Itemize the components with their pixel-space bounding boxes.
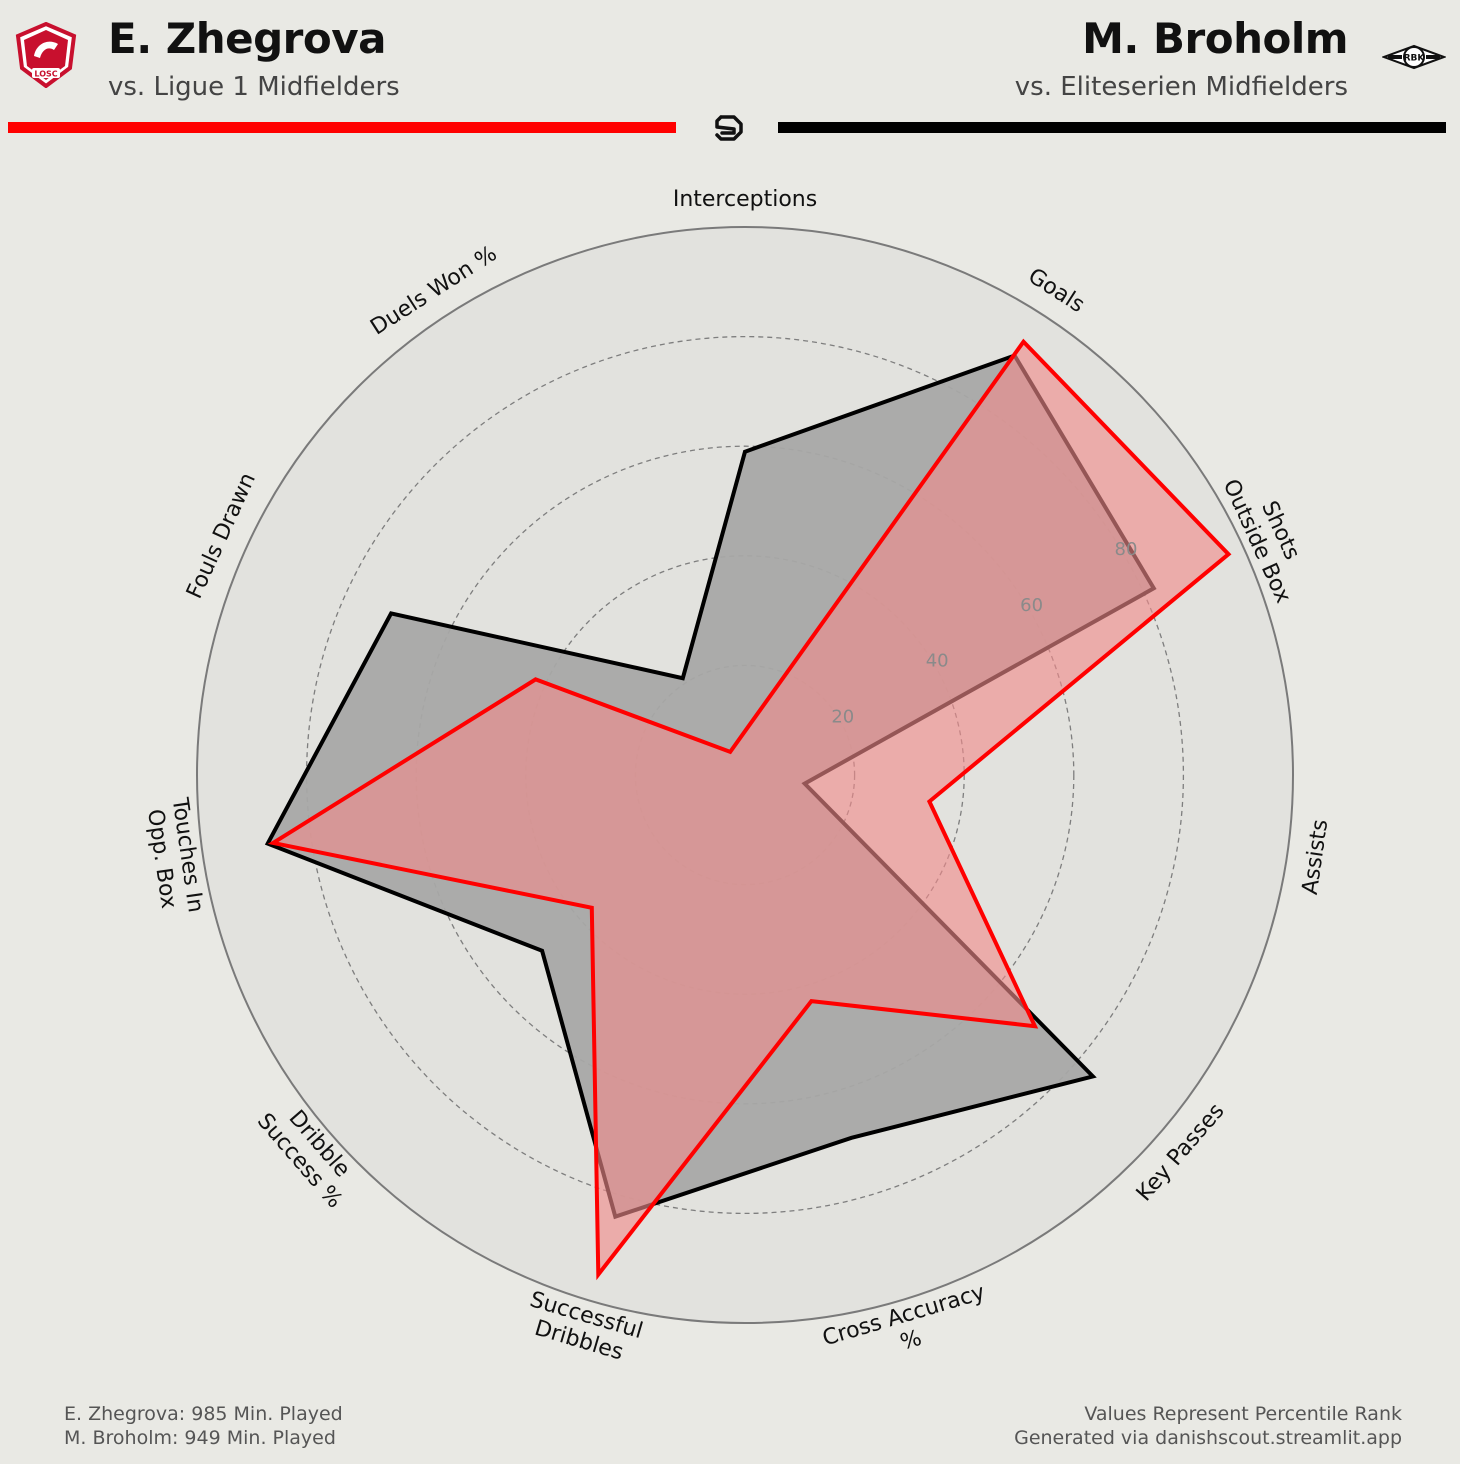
category-label: Interceptions	[673, 187, 817, 212]
radial-tick-label: 80	[1115, 539, 1138, 560]
svg-text:LOSC: LOSC	[34, 70, 57, 79]
svg-text:RBK: RBK	[1404, 54, 1426, 64]
radial-tick-label: 60	[1020, 595, 1043, 616]
radial-tick-label: 20	[831, 706, 854, 727]
series-polygon-e-zhegrova	[267, 338, 1232, 1281]
generated-via-text: Generated via danishscout.streamlit.app	[1014, 1427, 1402, 1449]
minutes-played-note: E. Zhegrova: 985 Min. Played M. Broholm:…	[64, 1402, 343, 1450]
left-color-bar	[8, 122, 676, 133]
category-label-text: Interceptions	[673, 187, 817, 212]
category-label-text: Assists	[1298, 818, 1334, 896]
rosenborg-badge-icon: RBK	[1382, 44, 1446, 70]
radar-grid-ring	[305, 335, 1185, 1215]
radial-tick-label: 40	[926, 651, 949, 672]
source-note: Values Represent Percentile Rank Generat…	[1014, 1402, 1402, 1450]
right-player-subtitle: vs. Eliteserien Midfielders	[1014, 72, 1348, 102]
lille-badge-icon: LOSC	[15, 22, 77, 88]
right-color-bar	[778, 122, 1446, 133]
right-minutes-text: M. Broholm: 949 Min. Played	[64, 1427, 336, 1449]
right-player-name: M. Broholm	[1082, 14, 1348, 63]
danishscout-logo-icon	[715, 115, 743, 141]
left-player-name: E. Zhegrova	[108, 14, 386, 63]
left-minutes-text: E. Zhegrova: 985 Min. Played	[64, 1403, 343, 1425]
category-label: Assists	[1298, 818, 1334, 896]
percentile-note-text: Values Represent Percentile Rank	[1084, 1403, 1402, 1425]
left-player-subtitle: vs. Ligue 1 Midfielders	[108, 72, 400, 102]
